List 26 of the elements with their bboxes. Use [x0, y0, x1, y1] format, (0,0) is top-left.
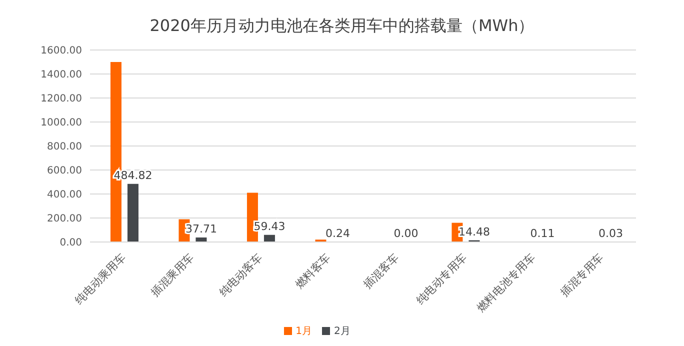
x-tick-label: 纯电动专用车 [414, 251, 470, 307]
x-tick-label: 纯电动乘用车 [72, 251, 128, 307]
y-tick-label: 200.00 [47, 214, 82, 225]
y-tick-label: 1600.00 [40, 46, 82, 57]
data-label: 0.03 [598, 226, 623, 240]
data-label: 0.24 [325, 226, 350, 240]
y-tick-label: 800.00 [47, 142, 82, 153]
bar [264, 234, 275, 242]
x-tick-label: 燃料客车 [292, 251, 334, 292]
chart-title: 2020年历月动力电池在各类用车中的搭载量（MWh） [148, 15, 536, 37]
x-tick-label: 插混乘用车 [148, 251, 197, 300]
x-tick-label: 燃料电池专用车 [474, 251, 538, 315]
legend-label: 1月 [296, 326, 312, 337]
x-tick-label: 插混专用车 [558, 251, 606, 300]
y-tick-label: 1200.00 [40, 94, 82, 105]
data-label: 0.11 [530, 226, 555, 240]
x-tick-label: 纯电动客车 [216, 251, 265, 300]
x-tick-label: 插混客车 [361, 251, 402, 292]
bar [127, 184, 138, 242]
y-tick-label: 1400.00 [40, 70, 82, 81]
y-tick-label: 600.00 [47, 166, 82, 177]
legend-label: 2月 [334, 326, 350, 337]
y-tick-label: 400.00 [47, 190, 82, 201]
y-tick-label: 1000.00 [40, 118, 82, 129]
y-tick-label: 0.00 [60, 238, 82, 249]
data-label: 0.00 [394, 226, 418, 240]
